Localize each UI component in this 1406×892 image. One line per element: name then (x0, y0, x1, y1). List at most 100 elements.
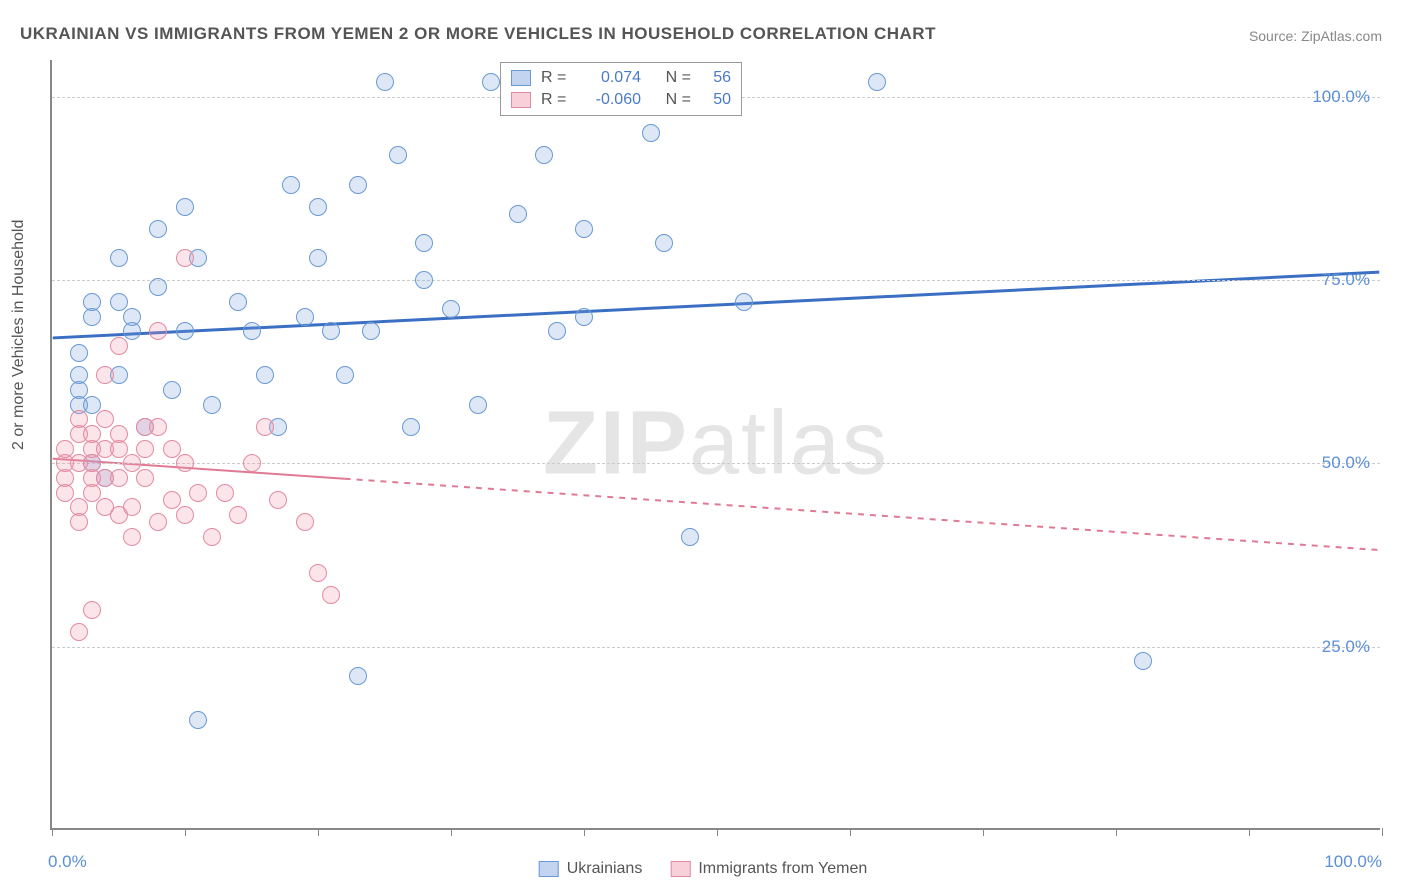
data-point (70, 410, 88, 428)
data-point (402, 418, 420, 436)
data-point (735, 293, 753, 311)
trend-lines (52, 60, 1380, 828)
chart-title: UKRAINIAN VS IMMIGRANTS FROM YEMEN 2 OR … (20, 24, 936, 44)
data-point (243, 322, 261, 340)
data-point (56, 440, 74, 458)
x-axis-min-label: 0.0% (48, 852, 87, 872)
data-point (70, 344, 88, 362)
legend-swatch-blue (511, 70, 531, 86)
data-point (149, 418, 167, 436)
data-point (70, 623, 88, 641)
data-point (509, 205, 527, 223)
data-point (83, 425, 101, 443)
data-point (535, 146, 553, 164)
x-tick (318, 828, 319, 836)
y-axis-title: 2 or more Vehicles in Household (10, 220, 28, 450)
data-point (110, 337, 128, 355)
legend-stats: R = 0.074 N = 56 R = -0.060 N = 50 (500, 62, 742, 116)
data-point (110, 469, 128, 487)
gridline (52, 647, 1380, 648)
legend-n-label: N = (651, 91, 691, 109)
data-point (136, 469, 154, 487)
legend-n-label: N = (651, 69, 691, 87)
x-tick (1249, 828, 1250, 836)
data-point (309, 249, 327, 267)
data-point (256, 366, 274, 384)
x-tick (1382, 828, 1383, 836)
gridline (52, 280, 1380, 281)
data-point (189, 484, 207, 502)
data-point (575, 308, 593, 326)
data-point (309, 198, 327, 216)
data-point (642, 124, 660, 142)
data-point (136, 440, 154, 458)
data-point (322, 586, 340, 604)
data-point (296, 513, 314, 531)
data-point (868, 73, 886, 91)
data-point (96, 410, 114, 428)
data-point (1134, 652, 1152, 670)
x-tick (451, 828, 452, 836)
data-point (176, 322, 194, 340)
x-tick (850, 828, 851, 836)
plot-area: ZIPatlas 25.0%50.0%75.0%100.0% (50, 60, 1380, 830)
data-point (149, 278, 167, 296)
legend-series: Ukrainians Immigrants from Yemen (539, 860, 868, 878)
y-tick-label: 25.0% (1322, 637, 1370, 657)
data-point (83, 293, 101, 311)
data-point (110, 249, 128, 267)
data-point (110, 293, 128, 311)
legend-r-value-1: 0.074 (581, 69, 641, 87)
data-point (336, 366, 354, 384)
x-tick (717, 828, 718, 836)
data-point (83, 601, 101, 619)
data-point (322, 322, 340, 340)
data-point (203, 396, 221, 414)
x-tick (584, 828, 585, 836)
data-point (256, 418, 274, 436)
legend-label-2: Immigrants from Yemen (698, 860, 867, 878)
data-point (149, 322, 167, 340)
watermark-light: atlas (689, 394, 889, 494)
y-tick-label: 50.0% (1322, 453, 1370, 473)
data-point (163, 440, 181, 458)
source-label: Source: (1249, 28, 1301, 44)
x-tick (983, 828, 984, 836)
data-point (176, 249, 194, 267)
data-point (83, 454, 101, 472)
data-point (243, 454, 261, 472)
legend-r-label: R = (541, 69, 571, 87)
data-point (681, 528, 699, 546)
y-tick-label: 75.0% (1322, 270, 1370, 290)
x-axis-max-label: 100.0% (1324, 852, 1382, 872)
watermark-bold: ZIP (543, 394, 689, 494)
data-point (548, 322, 566, 340)
data-point (309, 564, 327, 582)
legend-r-value-2: -0.060 (581, 91, 641, 109)
data-point (229, 506, 247, 524)
data-point (96, 366, 114, 384)
legend-n-value-1: 56 (701, 69, 731, 87)
data-point (469, 396, 487, 414)
data-point (376, 73, 394, 91)
legend-stats-row-2: R = -0.060 N = 50 (511, 89, 731, 111)
data-point (482, 73, 500, 91)
data-point (56, 484, 74, 502)
legend-n-value-2: 50 (701, 91, 731, 109)
data-point (415, 271, 433, 289)
source-attribution: Source: ZipAtlas.com (1249, 28, 1382, 44)
data-point (296, 308, 314, 326)
data-point (203, 528, 221, 546)
legend-item-ukrainians: Ukrainians (539, 860, 643, 878)
data-point (216, 484, 234, 502)
data-point (442, 300, 460, 318)
source-link[interactable]: ZipAtlas.com (1301, 28, 1382, 44)
data-point (83, 396, 101, 414)
data-point (83, 484, 101, 502)
data-point (349, 176, 367, 194)
watermark: ZIPatlas (543, 393, 889, 496)
data-point (149, 513, 167, 531)
data-point (70, 513, 88, 531)
legend-r-label: R = (541, 91, 571, 109)
data-point (123, 454, 141, 472)
